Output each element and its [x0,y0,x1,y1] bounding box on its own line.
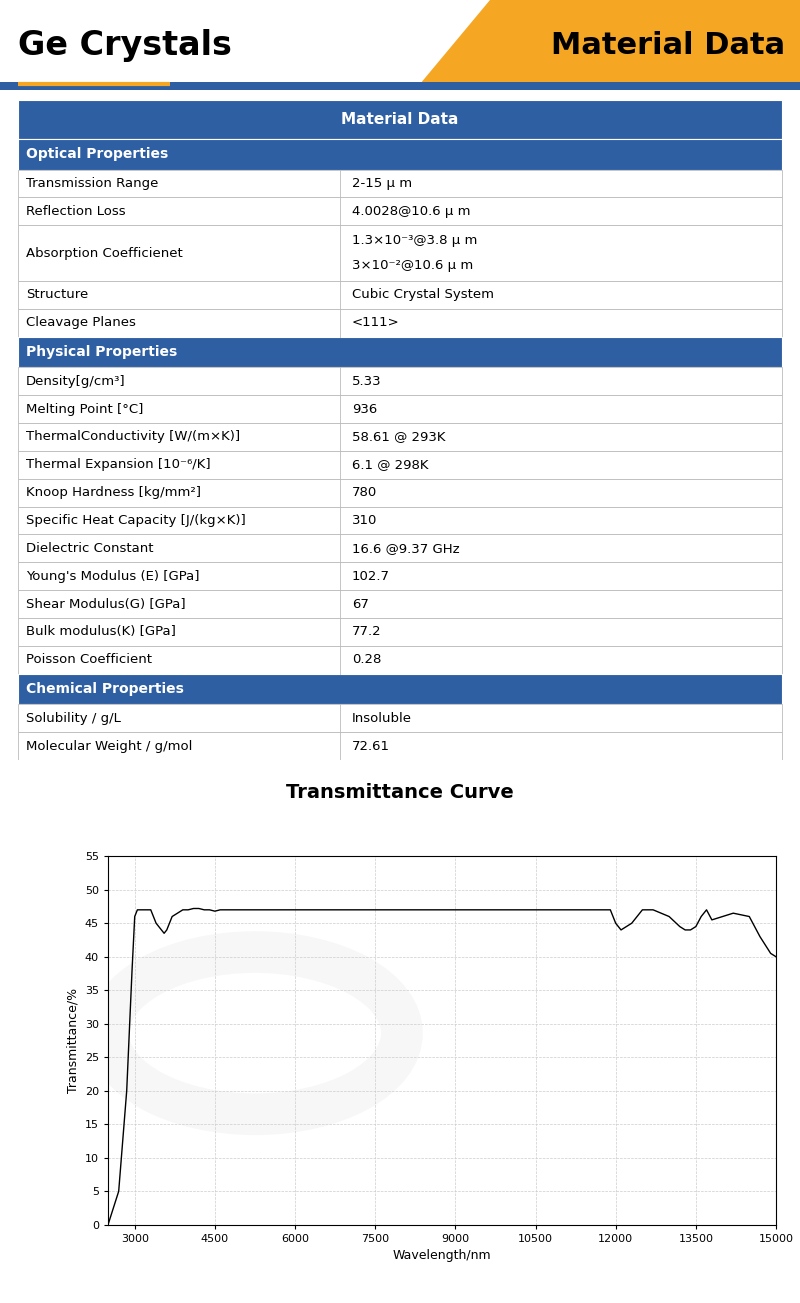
Text: Optical Properties: Optical Properties [26,147,168,162]
Bar [18,309,782,336]
Bar [18,395,782,423]
Text: Specific Heat Capacity [J/(kg×K)]: Specific Heat Capacity [J/(kg×K)] [26,513,246,526]
Text: Cleavage Planes: Cleavage Planes [26,317,136,330]
Bar [18,451,782,478]
Text: Insoluble: Insoluble [352,711,412,724]
Y-axis label: Transmittance/%: Transmittance/% [66,988,79,1093]
Text: 58.61 @ 293K: 58.61 @ 293K [352,430,446,443]
Text: 780: 780 [352,486,378,499]
Bar [18,367,782,395]
Bar [18,705,782,732]
Text: Material Data: Material Data [342,112,458,126]
Text: 16.6 @9.37 GHz: 16.6 @9.37 GHz [352,542,460,555]
Text: Absorption Coefficienet: Absorption Coefficienet [26,246,182,259]
Text: Knoop Hardness [kg/mm²]: Knoop Hardness [kg/mm²] [26,486,201,499]
X-axis label: Wavelength/nm: Wavelength/nm [393,1250,491,1263]
Bar [18,534,782,563]
Text: Physical Properties: Physical Properties [26,345,178,360]
Text: Dielectric Constant: Dielectric Constant [26,542,154,555]
Text: 67: 67 [352,598,369,611]
Text: Shear Modulus(G) [GPa]: Shear Modulus(G) [GPa] [26,598,186,611]
Bar [18,563,782,590]
Text: Density[g/cm³]: Density[g/cm³] [26,375,126,388]
Text: 2-15 μ m: 2-15 μ m [352,177,412,190]
Text: 0.28: 0.28 [352,653,382,666]
Text: Cubic Crystal System: Cubic Crystal System [352,288,494,301]
Bar [18,225,782,281]
Bar [18,423,782,451]
Bar [18,478,782,507]
Text: Structure: Structure [26,288,88,301]
Text: 4.0028@10.6 μ m: 4.0028@10.6 μ m [352,205,470,218]
Text: Material Data: Material Data [551,30,785,60]
Text: 6.1 @ 298K: 6.1 @ 298K [352,459,429,472]
Text: Ge Crystals: Ge Crystals [18,29,232,61]
Bar [18,169,782,198]
Bar [18,507,782,534]
Polygon shape [415,0,800,90]
Text: 77.2: 77.2 [352,625,382,638]
Bar [18,336,782,367]
Text: Molecular Weight / g/mol: Molecular Weight / g/mol [26,740,192,753]
Text: Transmittance Curve: Transmittance Curve [286,783,514,803]
Bar [18,281,782,309]
Text: 72.61: 72.61 [352,740,390,753]
Text: Reflection Loss: Reflection Loss [26,205,126,218]
Bar [18,139,782,169]
Text: 102.7: 102.7 [352,569,390,582]
Bar [18,646,782,674]
Bar [18,100,782,139]
Text: Bulk modulus(K) [GPa]: Bulk modulus(K) [GPa] [26,625,176,638]
Text: Melting Point [°C]: Melting Point [°C] [26,403,143,416]
Bar [18,590,782,618]
Text: 936: 936 [352,403,378,416]
Text: Young's Modulus (E) [GPa]: Young's Modulus (E) [GPa] [26,569,199,582]
Text: ThermalConductivity [W/(m×K)]: ThermalConductivity [W/(m×K)] [26,430,240,443]
Text: Poisson Coefficient: Poisson Coefficient [26,653,152,666]
Text: 1.3×10⁻³@3.8 μ m: 1.3×10⁻³@3.8 μ m [352,233,478,246]
Text: Thermal Expansion [10⁻⁶/K]: Thermal Expansion [10⁻⁶/K] [26,459,210,472]
Bar [0,82,800,90]
Bar [18,674,782,705]
Text: 310: 310 [352,513,378,526]
Text: Chemical Properties: Chemical Properties [26,681,184,696]
Text: 3×10⁻²@10.6 μ m: 3×10⁻²@10.6 μ m [352,259,474,272]
Bar [18,732,782,760]
Bar [18,618,782,646]
Text: Solubility / g/L: Solubility / g/L [26,711,121,724]
Bar [18,198,782,225]
Text: 5.33: 5.33 [352,375,382,388]
Text: <111>: <111> [352,317,400,330]
Text: Transmission Range: Transmission Range [26,177,158,190]
